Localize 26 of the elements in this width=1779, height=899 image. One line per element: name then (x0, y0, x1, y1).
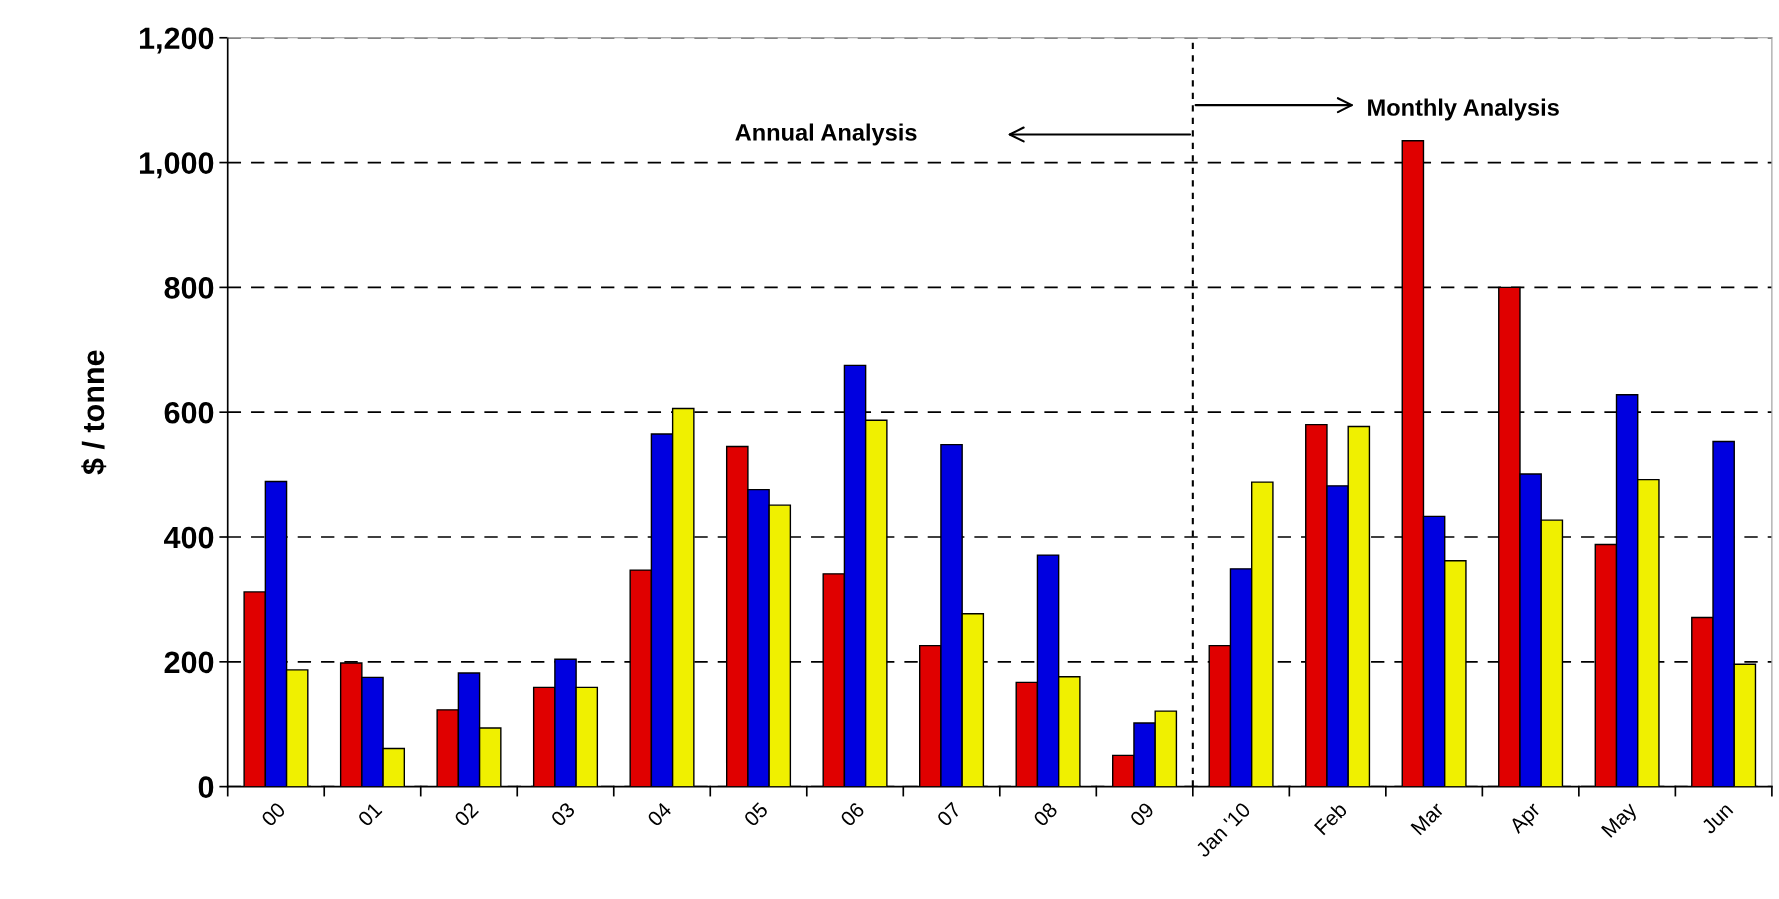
x-tick-label: 04 (646, 801, 673, 828)
y-tick-label: 1,000 (139, 152, 214, 179)
x-tick-label: 07 (936, 801, 962, 828)
x-tick-label: Feb (1313, 801, 1348, 836)
x-tick-label: 01 (357, 801, 383, 828)
x-tick-label: 05 (743, 801, 769, 828)
x-tick-label: 06 (839, 801, 866, 828)
x-tick-label: 00 (260, 801, 287, 828)
y-tick-label: 0 (198, 776, 214, 798)
x-tick-label: 09 (1129, 801, 1155, 828)
x-tick-label: May (1601, 801, 1641, 841)
y-tick-label: 800 (164, 277, 214, 299)
annotation: Monthly Analysis (1368, 98, 1559, 121)
x-tick-label: Jan '10 (1194, 801, 1252, 859)
y-tick-label: 600 (164, 401, 214, 424)
y-tick-label: 1,200 (139, 27, 214, 54)
x-tick-label: 08 (1032, 801, 1059, 828)
x-tick-label: 02 (453, 801, 480, 828)
y-axis-title: $ / tonne (81, 350, 107, 475)
annotation: Annual Analysis (735, 123, 917, 146)
x-tick-label: Jun (1700, 802, 1734, 835)
y-tick-label: 200 (164, 651, 214, 674)
x-tick-label: Apr (1508, 801, 1545, 838)
x-tick-label: 03 (550, 801, 576, 828)
y-tick-label: 400 (164, 526, 214, 549)
x-tick-label: Mar (1410, 801, 1445, 836)
